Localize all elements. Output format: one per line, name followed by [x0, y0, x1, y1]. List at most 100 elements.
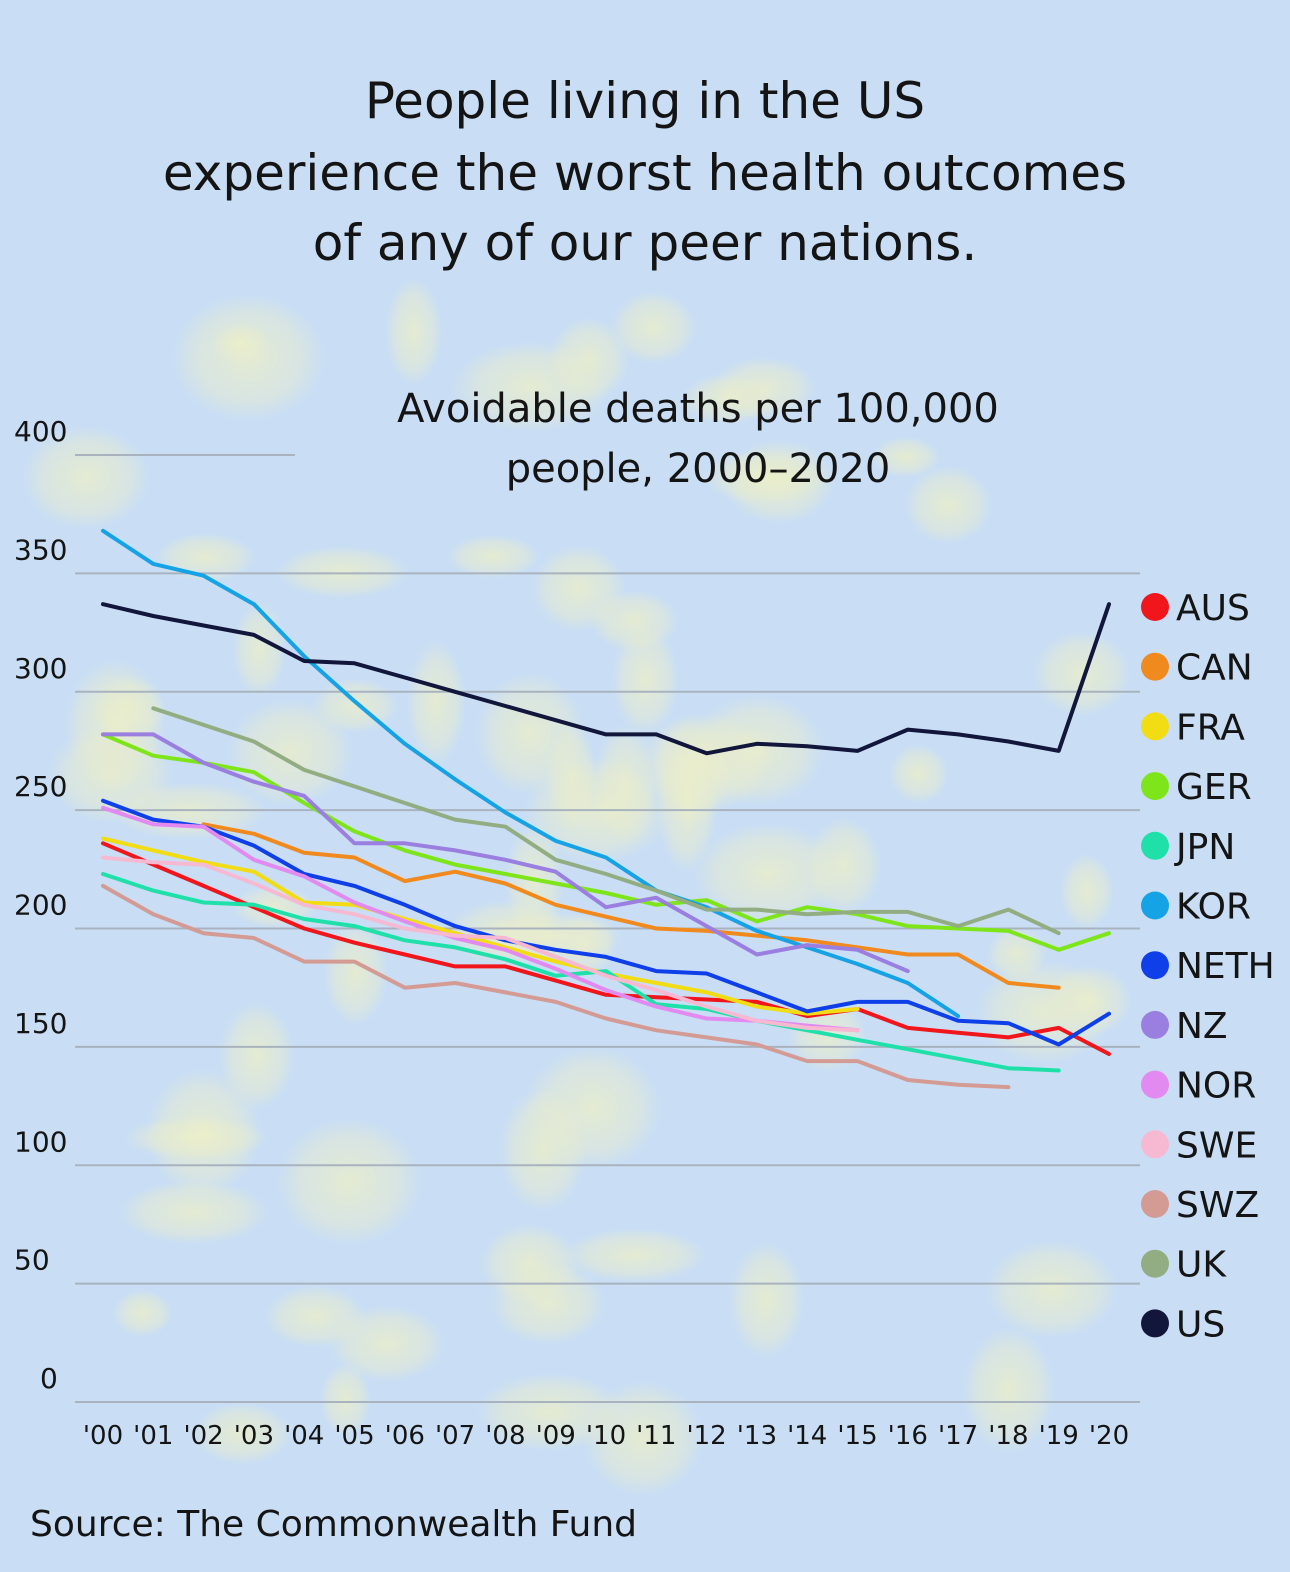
texture-blob [985, 1240, 1118, 1339]
series-line-neth [101, 798, 1111, 1047]
texture-blob [452, 341, 610, 432]
source-note: Source: The Commonwealth Fund [30, 1504, 637, 1545]
texture-blob [563, 1228, 707, 1282]
y-tick-label: 100 [14, 1125, 67, 1158]
texture-blob [702, 449, 828, 505]
legend-swatch-uk [1141, 1249, 1169, 1278]
legend-label-kor: KOR [1176, 887, 1251, 928]
legend-label-swz: SWZ [1176, 1185, 1259, 1226]
texture-blob [192, 1403, 292, 1464]
legend-label-uk: UK [1176, 1245, 1227, 1286]
x-tick-label: '06 [385, 1421, 425, 1451]
gridlines [75, 454, 1140, 1403]
headline-line-2: experience the worst health outcomes [163, 144, 1127, 202]
y-tick-label: 300 [14, 652, 67, 685]
texture-blob [1032, 631, 1132, 716]
legend-swatch-neth [1141, 951, 1169, 980]
texture-blob [806, 817, 882, 915]
legend-swatch-swe [1141, 1130, 1169, 1159]
x-tick-label: '16 [888, 1421, 928, 1451]
legend-label-nor: NOR [1176, 1066, 1256, 1107]
y-tick-label: 200 [14, 889, 67, 922]
legend-swatch-nor [1141, 1070, 1169, 1099]
legend-label-nz: NZ [1176, 1006, 1228, 1047]
x-tick-label: '10 [586, 1421, 626, 1451]
chart-title: Avoidable deaths per 100,000 people, 200… [397, 386, 999, 492]
texture-blob [889, 744, 949, 804]
series-lines [101, 528, 1111, 1090]
legend-swatch-kor [1141, 891, 1169, 920]
headline-line-1: People living in the US [365, 72, 925, 130]
x-tick-label: '09 [536, 1421, 576, 1451]
texture-blob [320, 1363, 371, 1437]
texture-blob [583, 1381, 704, 1496]
x-tick-label: '05 [334, 1421, 374, 1451]
legend-swatch-jpn [1141, 831, 1169, 860]
texture-blob [610, 291, 697, 364]
legend-swatch-ger [1141, 772, 1169, 801]
legend-label-us: US [1176, 1304, 1225, 1345]
chart-title-line-1: Avoidable deaths per 100,000 [397, 386, 999, 432]
y-tick-label: 250 [14, 770, 67, 803]
x-tick-label: '11 [636, 1421, 676, 1451]
texture-blob [446, 535, 540, 579]
series-line-us [101, 602, 1111, 756]
legend-swatch-nz [1141, 1010, 1169, 1039]
headline-line-3: of any of our peer nations. [313, 214, 977, 272]
headline: People living in the US experience the w… [163, 72, 1127, 272]
texture-blob [22, 426, 150, 529]
x-tick-label: '08 [485, 1421, 525, 1451]
legend-label-swe: SWE [1176, 1125, 1257, 1166]
texture-blob [64, 659, 167, 790]
texture-blob [113, 1290, 173, 1337]
texture-blob [1045, 965, 1133, 1036]
texture-blob [312, 678, 399, 733]
legend-swatch-fra [1141, 712, 1169, 741]
x-axis-ticks: '00 '01 '02 '03 '04 '05 '06 '07 '08 '09 '10 '11 '12 '… [83, 1421, 1129, 1451]
x-tick-label: '14 [787, 1421, 827, 1451]
series-line-nz [101, 732, 910, 974]
legend-label-jpn: JPN [1174, 827, 1235, 868]
y-tick-label: 350 [14, 533, 67, 566]
legend-label-fra: FRA [1176, 707, 1245, 748]
texture-blob [328, 1306, 445, 1382]
x-tick-label: '01 [133, 1421, 173, 1451]
texture-blob [693, 823, 844, 925]
texture-blob [406, 640, 466, 765]
texture-blob [385, 278, 443, 385]
x-tick-label: '20 [1089, 1421, 1129, 1451]
texture-blob [904, 466, 993, 544]
y-tick-label: 0 [40, 1362, 58, 1395]
series-line-nor [101, 805, 860, 1033]
legend-swatch-us [1141, 1309, 1169, 1338]
x-tick-label: '00 [83, 1421, 123, 1451]
series-line-ger [101, 732, 1111, 952]
texture-blob [277, 1118, 422, 1246]
series-line-fra [101, 836, 860, 1016]
texture-blob [146, 1069, 261, 1196]
legend-label-can: CAN [1176, 648, 1253, 689]
legend-label-aus: AUS [1176, 588, 1250, 629]
texture-blob [590, 590, 679, 652]
series-line-aus [101, 841, 1111, 1056]
series-line-can [201, 822, 1061, 990]
legend-swatch-can [1141, 652, 1169, 681]
series-line-swe [101, 855, 860, 1033]
x-tick-label: '17 [938, 1421, 978, 1451]
x-tick-label: '07 [435, 1421, 475, 1451]
texture-blob [611, 625, 679, 735]
texture-blob [871, 437, 941, 478]
y-tick-label: 150 [14, 1007, 67, 1040]
y-axis-ticks: 0 50 100 150 200 250 300 350 400 [14, 415, 67, 1395]
x-tick-label: '13 [737, 1421, 777, 1451]
legend-swatch-aus [1141, 593, 1169, 621]
texture-blob [691, 694, 825, 806]
texture-blob [524, 1047, 661, 1170]
legend-swatch-swz [1141, 1190, 1169, 1218]
x-tick-label: '19 [1039, 1421, 1079, 1451]
texture-blob [680, 374, 775, 425]
texture-blob [119, 1180, 269, 1245]
texture-blob [276, 546, 409, 599]
legend: AUS CAN FRA GER JPN KOR NETH NZ NOR SWE SWZ UK US [1141, 588, 1275, 1345]
